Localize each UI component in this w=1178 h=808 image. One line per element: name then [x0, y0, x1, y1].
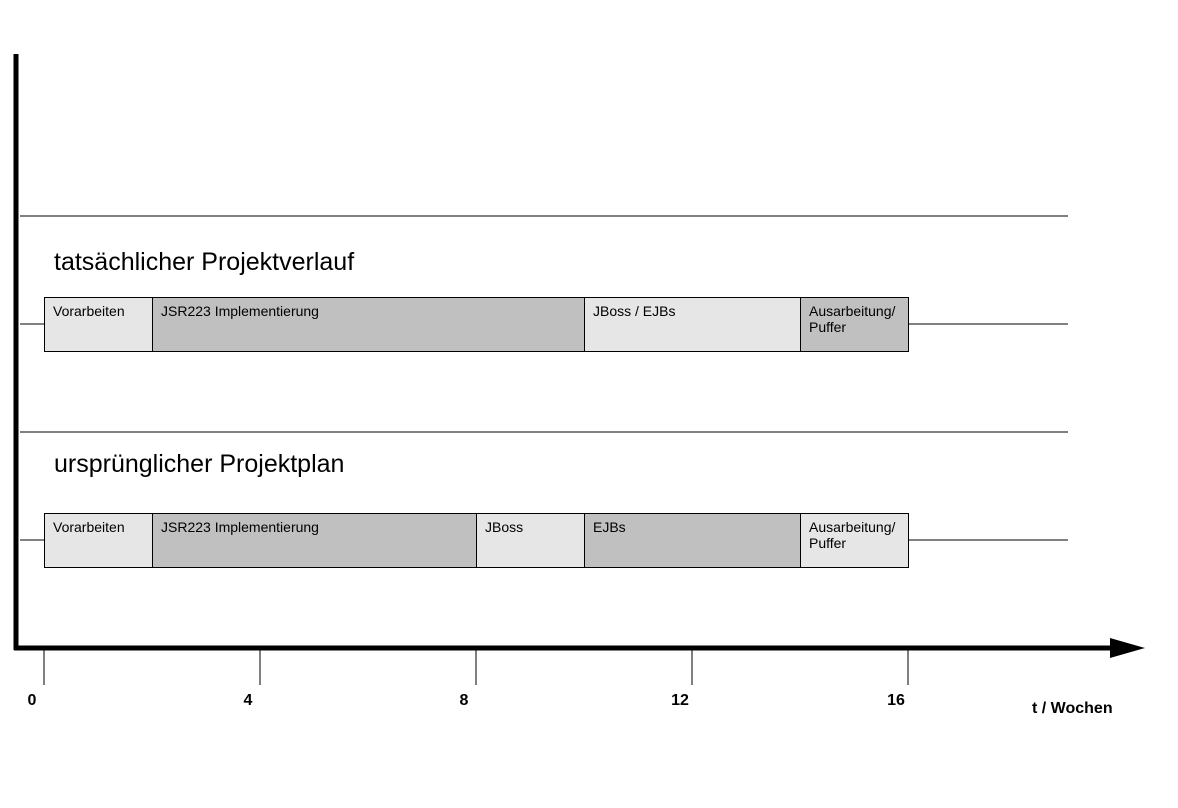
- x-axis-label: t / Wochen: [1032, 700, 1113, 717]
- task-label: JSR223 Implementierung: [161, 519, 319, 535]
- task-label: Ausarbeitung/ Puffer: [809, 303, 896, 335]
- task-bar: [800, 297, 909, 352]
- task-label: EJBs: [593, 519, 626, 535]
- task-bar: [152, 513, 477, 568]
- task-bar: [800, 513, 909, 568]
- x-tick-label: 4: [243, 692, 253, 709]
- task-label: JBoss / EJBs: [593, 303, 676, 319]
- row-title: ursprünglicher Projektplan: [54, 450, 345, 478]
- x-tick-label: 0: [27, 692, 37, 709]
- task-bar: [152, 297, 585, 352]
- task-label: Ausarbeitung/ Puffer: [809, 519, 896, 551]
- x-tick-label: 12: [671, 692, 689, 709]
- task-label: JSR223 Implementierung: [161, 303, 319, 319]
- task-label: Vorarbeiten: [53, 303, 125, 319]
- x-tick-label: 16: [887, 692, 905, 709]
- row-title: tatsächlicher Projektverlauf: [54, 248, 355, 276]
- task-label: Vorarbeiten: [53, 519, 125, 535]
- task-bar: [476, 513, 585, 568]
- x-axis-arrowhead: [1110, 638, 1145, 658]
- task-label: JBoss: [485, 519, 524, 535]
- task-bar: [584, 297, 801, 352]
- task-bar: [44, 513, 153, 568]
- x-tick-label: 8: [459, 692, 469, 709]
